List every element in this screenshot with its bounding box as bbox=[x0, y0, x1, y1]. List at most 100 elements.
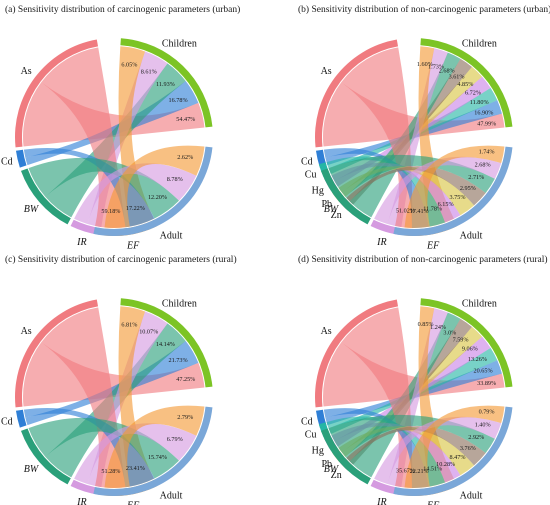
arc-cd bbox=[15, 409, 27, 428]
source-label-bw: BW bbox=[24, 204, 40, 215]
data-label-adult: 3.75% bbox=[450, 194, 466, 201]
data-label-children: 6.05% bbox=[121, 62, 137, 69]
source-label-ir: IR bbox=[76, 237, 86, 248]
data-label-adult: 23.41% bbox=[126, 465, 145, 472]
source-label-cu: Cu bbox=[305, 170, 317, 181]
source-label-pb: Pb bbox=[321, 199, 332, 210]
data-label-children: 47.25% bbox=[176, 376, 195, 383]
data-label-children: 9.06% bbox=[462, 345, 478, 352]
target-label-children: Children bbox=[462, 299, 497, 310]
source-label-as: As bbox=[21, 66, 32, 77]
ribbon-ir-adult bbox=[374, 416, 502, 485]
source-label-cd: Cd bbox=[1, 417, 13, 428]
target-label-children: Children bbox=[162, 39, 197, 50]
arc-adult bbox=[93, 146, 213, 236]
data-label-adult: 2.62% bbox=[177, 154, 193, 161]
ribbon-zn-adult bbox=[346, 166, 486, 206]
data-label-children: 54.47% bbox=[176, 116, 195, 123]
source-label-hg: Hg bbox=[312, 445, 324, 456]
ribbon-ef-adult bbox=[104, 145, 205, 228]
data-label-children: 16.78% bbox=[169, 97, 188, 104]
data-label-adult: 2.68% bbox=[475, 162, 491, 169]
source-label-bw: BW bbox=[324, 204, 340, 215]
source-label-as: As bbox=[21, 326, 32, 337]
data-label-children: 4.85% bbox=[457, 81, 473, 88]
ribbon-zn-children bbox=[349, 58, 472, 205]
chord-panel-4: (d) Sensitivity distribution of non-carc… bbox=[298, 254, 548, 505]
ribbon-hg-adult bbox=[331, 162, 461, 223]
target-label-adult: Adult bbox=[160, 231, 183, 242]
source-label-cd: Cd bbox=[301, 417, 313, 428]
target-label-adult: Adult bbox=[460, 491, 483, 502]
ribbon-as-children bbox=[23, 82, 205, 147]
ribbon-zn-adult bbox=[346, 426, 486, 466]
data-label-adult: 14.51% bbox=[423, 466, 442, 473]
panel-title: (c) Sensitivity distribution of carcinog… bbox=[5, 254, 237, 265]
ribbon-cd-children bbox=[25, 80, 199, 166]
data-label-children: 11.80% bbox=[470, 99, 489, 106]
data-label-children: 7.59% bbox=[453, 336, 469, 343]
panel-title: (b) Sensitivity distribution of non-carc… bbox=[298, 4, 550, 15]
data-label-adult: 2.95% bbox=[460, 185, 476, 192]
data-label-adult: 17.22% bbox=[126, 205, 145, 212]
ribbon-as-children bbox=[323, 342, 505, 407]
data-label-adult: 2.71% bbox=[468, 174, 484, 181]
ribbon-hg-adult bbox=[331, 422, 461, 483]
arc-bw bbox=[20, 428, 71, 485]
data-label-children: 1.60% bbox=[417, 61, 433, 68]
target-label-children: Children bbox=[162, 299, 197, 310]
ribbon-as-children bbox=[23, 342, 205, 407]
arc-ir bbox=[370, 219, 402, 236]
source-label-bw: BW bbox=[24, 464, 40, 475]
arc-ir bbox=[70, 479, 102, 496]
data-label-children: 2.68% bbox=[439, 68, 455, 75]
arc-cd bbox=[15, 149, 27, 168]
data-label-adult: 51.02% bbox=[396, 207, 415, 214]
target-label-adult: Adult bbox=[160, 491, 183, 502]
data-label-adult: 0.79% bbox=[479, 409, 495, 416]
data-label-children: 20.65% bbox=[474, 367, 493, 374]
data-label-children: 6.72% bbox=[465, 89, 481, 96]
source-label-ef: EF bbox=[426, 240, 440, 251]
arc-children bbox=[120, 38, 213, 128]
arc-bw bbox=[20, 168, 71, 225]
source-label-ir: IR bbox=[376, 237, 386, 248]
ribbon-pb-adult bbox=[338, 426, 475, 476]
ribbon-as-adult bbox=[341, 47, 413, 228]
source-label-cu: Cu bbox=[305, 430, 317, 441]
arc-as bbox=[315, 39, 399, 148]
source-label-bw: BW bbox=[324, 464, 340, 475]
source-label-zn: Zn bbox=[331, 470, 342, 481]
ribbon-ir-adult bbox=[74, 423, 197, 485]
source-label-ef: EF bbox=[126, 500, 140, 505]
arc-adult bbox=[93, 406, 213, 496]
ribbon-as-adult bbox=[341, 307, 413, 488]
data-label-children: 1.24% bbox=[430, 324, 446, 331]
data-label-adult: 6.79% bbox=[167, 436, 183, 443]
arc-adult bbox=[393, 406, 513, 496]
data-label-children: 13.26% bbox=[468, 356, 487, 363]
data-label-children: 33.89% bbox=[477, 380, 496, 387]
data-label-adult: 22.21% bbox=[410, 468, 429, 475]
ribbon-ir-adult bbox=[74, 163, 197, 225]
arc-as bbox=[315, 299, 399, 408]
source-label-as: As bbox=[321, 326, 332, 337]
data-label-children: 0.85% bbox=[418, 321, 434, 328]
source-label-cd: Cd bbox=[1, 157, 13, 168]
data-label-adult: 6.15% bbox=[438, 201, 454, 208]
data-label-adult: 59.18% bbox=[101, 208, 120, 215]
data-label-adult: 17.41% bbox=[410, 208, 429, 215]
source-label-cd: Cd bbox=[301, 157, 313, 168]
data-label-adult: 8.47% bbox=[450, 454, 466, 461]
data-label-children: 21.73% bbox=[169, 357, 188, 364]
data-label-children: 6.81% bbox=[121, 322, 137, 329]
data-label-adult: 8.78% bbox=[167, 176, 183, 183]
arc-children bbox=[420, 38, 513, 128]
ribbon-ef-adult bbox=[104, 405, 205, 489]
data-label-adult: 15.74% bbox=[148, 454, 167, 461]
source-label-ef: EF bbox=[426, 500, 440, 505]
data-label-children: 1.73% bbox=[428, 63, 444, 70]
ribbon-ef-adult bbox=[404, 405, 505, 488]
data-label-adult: 51.28% bbox=[101, 468, 120, 475]
